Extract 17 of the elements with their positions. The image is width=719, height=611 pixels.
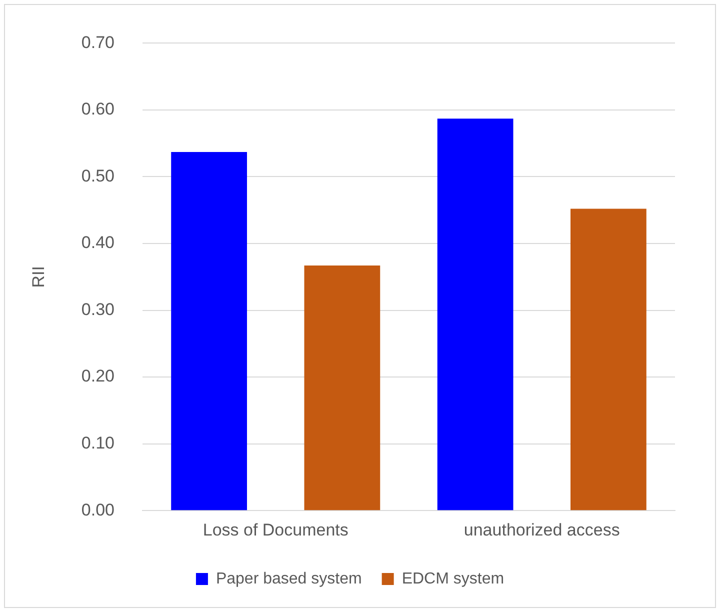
y-tick-label: 0.00 — [81, 500, 114, 520]
bar — [437, 118, 514, 510]
legend-label: EDCM system — [402, 570, 504, 588]
x-tick-label: unauthorized access — [464, 520, 620, 540]
y-axis-title: RII — [28, 266, 48, 288]
legend-label: Paper based system — [216, 570, 362, 588]
bar — [171, 152, 247, 510]
y-tick-label: 0.70 — [81, 32, 114, 52]
y-tick-label: 0.30 — [81, 300, 114, 319]
y-tick-label: 0.10 — [81, 434, 114, 453]
y-tick-label: 0.20 — [81, 366, 114, 386]
bar — [304, 266, 380, 510]
y-tick-label: 0.50 — [81, 166, 114, 186]
x-tick-label: Loss of Documents — [202, 520, 348, 540]
y-tick-label: 0.60 — [81, 100, 114, 119]
y-tick-label: 0.40 — [81, 233, 114, 252]
bar — [570, 208, 646, 510]
